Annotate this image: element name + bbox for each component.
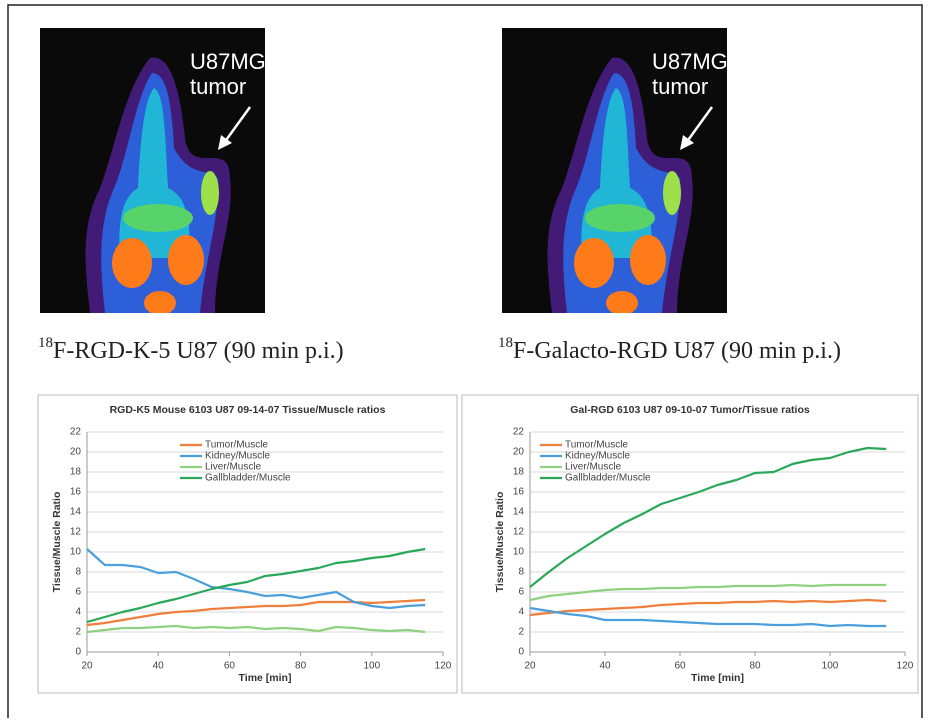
y-tick-label: 6 bbox=[75, 587, 81, 598]
y-tick-label: 18 bbox=[513, 467, 525, 478]
y-axis-label: Tissue/Muscle Ratio bbox=[494, 492, 506, 593]
x-tick-label: 20 bbox=[524, 661, 536, 672]
chart-title: RGD-K5 Mouse 6103 U87 09-14-07 Tissue/Mu… bbox=[110, 404, 386, 416]
caption-superscript: 18 bbox=[38, 335, 53, 351]
x-tick-label: 80 bbox=[295, 661, 307, 672]
chart-title: Gal-RGD 6103 U87 09-10-07 Tumor/Tissue r… bbox=[570, 404, 810, 416]
y-tick-label: 10 bbox=[70, 547, 82, 558]
y-tick-label: 8 bbox=[518, 567, 524, 578]
y-tick-label: 18 bbox=[70, 467, 82, 478]
y-tick-label: 22 bbox=[70, 427, 82, 438]
x-tick-label: 40 bbox=[153, 661, 165, 672]
y-tick-label: 0 bbox=[518, 647, 524, 658]
y-tick-label: 0 bbox=[75, 647, 81, 658]
legend-label: Gallbladder/Muscle bbox=[565, 473, 651, 484]
caption: 18F-RGD-K-5 U87 (90 min p.i.) bbox=[38, 335, 344, 363]
x-tick-label: 80 bbox=[749, 661, 761, 672]
x-axis-label: Time [min] bbox=[239, 672, 292, 684]
x-tick-label: 120 bbox=[435, 661, 452, 672]
caption-text: F-RGD-K-5 U87 (90 min p.i.) bbox=[53, 338, 344, 364]
y-tick-label: 2 bbox=[518, 627, 524, 638]
caption-superscript: 18 bbox=[498, 335, 513, 351]
y-tick-label: 2 bbox=[75, 627, 81, 638]
y-tick-label: 16 bbox=[513, 487, 525, 498]
x-tick-label: 100 bbox=[363, 661, 380, 672]
y-tick-label: 22 bbox=[513, 427, 525, 438]
y-tick-label: 20 bbox=[70, 447, 82, 458]
annotation: U87MG bbox=[652, 49, 728, 74]
y-tick-label: 4 bbox=[75, 607, 81, 618]
legend-label: Liver/Muscle bbox=[205, 462, 262, 473]
y-tick-label: 12 bbox=[70, 527, 82, 538]
y-tick-label: 4 bbox=[518, 607, 524, 618]
x-tick-label: 20 bbox=[81, 661, 93, 672]
figure: U87MGtumor U87MGtumor 18F-RGD-K-5 U87 (9… bbox=[0, 0, 930, 718]
legend-label: Tumor/Muscle bbox=[565, 440, 628, 451]
y-tick-label: 12 bbox=[513, 527, 525, 538]
caption: 18F-Galacto-RGD U87 (90 min p.i.) bbox=[498, 335, 841, 363]
x-tick-label: 100 bbox=[822, 661, 839, 672]
annotation: tumor bbox=[652, 74, 708, 99]
x-tick-label: 60 bbox=[674, 661, 686, 672]
y-tick-label: 16 bbox=[70, 487, 82, 498]
annotation: U87MG bbox=[190, 49, 266, 74]
y-tick-label: 8 bbox=[75, 567, 81, 578]
y-tick-label: 20 bbox=[513, 447, 525, 458]
y-tick-label: 6 bbox=[518, 587, 524, 598]
legend-label: Kidney/Muscle bbox=[205, 451, 270, 462]
legend-label: Liver/Muscle bbox=[565, 462, 622, 473]
y-tick-label: 10 bbox=[513, 547, 525, 558]
legend-label: Kidney/Muscle bbox=[565, 451, 630, 462]
x-tick-label: 60 bbox=[224, 661, 236, 672]
y-tick-label: 14 bbox=[513, 507, 525, 518]
y-axis-label: Tissue/Muscle Ratio bbox=[51, 492, 63, 593]
caption-text: F-Galacto-RGD U87 (90 min p.i.) bbox=[513, 338, 841, 364]
x-tick-label: 120 bbox=[897, 661, 914, 672]
x-tick-label: 40 bbox=[599, 661, 611, 672]
y-tick-label: 14 bbox=[70, 507, 82, 518]
legend-label: Tumor/Muscle bbox=[205, 440, 268, 451]
legend-label: Gallbladder/Muscle bbox=[205, 473, 291, 484]
annotation: tumor bbox=[190, 74, 246, 99]
x-axis-label: Time [min] bbox=[691, 672, 744, 684]
